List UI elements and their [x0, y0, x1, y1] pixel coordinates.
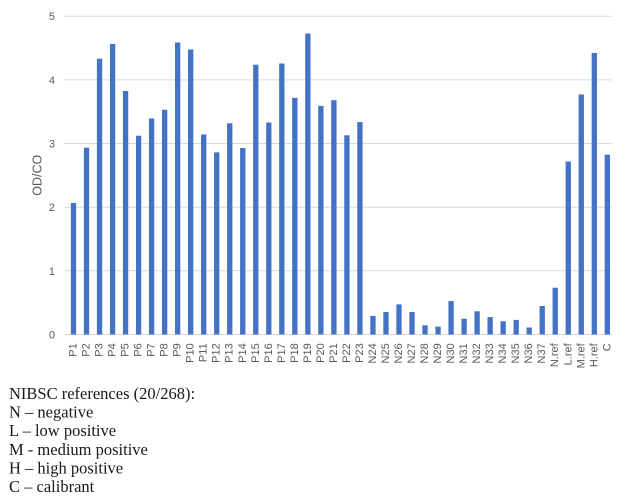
svg-text:P7: P7 — [146, 343, 158, 356]
svg-text:P1: P1 — [68, 343, 80, 356]
svg-text:P14: P14 — [237, 343, 249, 363]
svg-text:P18: P18 — [289, 343, 301, 363]
svg-text:P22: P22 — [341, 343, 353, 363]
svg-text:N29: N29 — [432, 343, 444, 363]
svg-text:P11: P11 — [198, 343, 210, 362]
svg-text:M.ref: M.ref — [575, 342, 587, 368]
svg-text:N25: N25 — [380, 343, 392, 363]
svg-text:H.ref: H.ref — [588, 342, 600, 367]
svg-text:N27: N27 — [406, 343, 418, 363]
svg-text:P8: P8 — [159, 343, 171, 356]
svg-text:P23: P23 — [354, 343, 366, 363]
svg-text:P17: P17 — [276, 343, 288, 363]
svg-text:P13: P13 — [224, 343, 236, 363]
svg-text:N33: N33 — [484, 343, 496, 363]
svg-text:P19: P19 — [302, 343, 314, 363]
svg-text:P21: P21 — [328, 343, 340, 363]
svg-text:OD/CO: OD/CO — [30, 155, 44, 196]
svg-text:N37: N37 — [536, 343, 548, 363]
svg-text:N32: N32 — [471, 343, 483, 363]
svg-text:C – calibrant: C – calibrant — [9, 477, 95, 496]
svg-text:N34: N34 — [497, 343, 509, 363]
svg-text:P12: P12 — [211, 343, 223, 363]
svg-text:P5: P5 — [120, 343, 132, 356]
svg-text:NIBSC references (20/268):: NIBSC references (20/268): — [9, 384, 195, 403]
svg-text:H – high positive: H – high positive — [9, 458, 123, 477]
svg-text:4: 4 — [49, 75, 55, 87]
svg-text:P15: P15 — [250, 343, 262, 363]
svg-text:N36: N36 — [523, 343, 535, 363]
svg-text:0: 0 — [49, 330, 55, 342]
svg-text:P4: P4 — [107, 343, 119, 356]
svg-text:3: 3 — [49, 139, 55, 151]
svg-text:P16: P16 — [263, 343, 275, 363]
svg-text:P3: P3 — [94, 343, 106, 356]
svg-text:P20: P20 — [315, 343, 327, 363]
svg-text:N30: N30 — [445, 343, 457, 363]
svg-text:N31: N31 — [458, 343, 470, 363]
svg-text:N24: N24 — [367, 343, 379, 363]
svg-text:N.ref: N.ref — [549, 342, 561, 367]
svg-text:P10: P10 — [185, 343, 197, 363]
svg-text:5: 5 — [49, 11, 55, 23]
svg-text:N26: N26 — [393, 343, 405, 363]
svg-text:M - medium positive: M - medium positive — [9, 440, 148, 459]
svg-text:P9: P9 — [172, 343, 184, 356]
svg-text:L – low positive: L – low positive — [9, 421, 116, 440]
svg-text:L.ref: L.ref — [562, 342, 574, 365]
svg-text:P6: P6 — [133, 343, 145, 356]
svg-text:N – negative: N – negative — [9, 403, 93, 422]
svg-text:N28: N28 — [419, 343, 431, 363]
svg-text:1: 1 — [49, 266, 55, 278]
svg-text:N35: N35 — [510, 343, 522, 363]
svg-text:C: C — [601, 343, 613, 351]
svg-text:2: 2 — [49, 202, 55, 214]
svg-text:P2: P2 — [81, 343, 93, 356]
